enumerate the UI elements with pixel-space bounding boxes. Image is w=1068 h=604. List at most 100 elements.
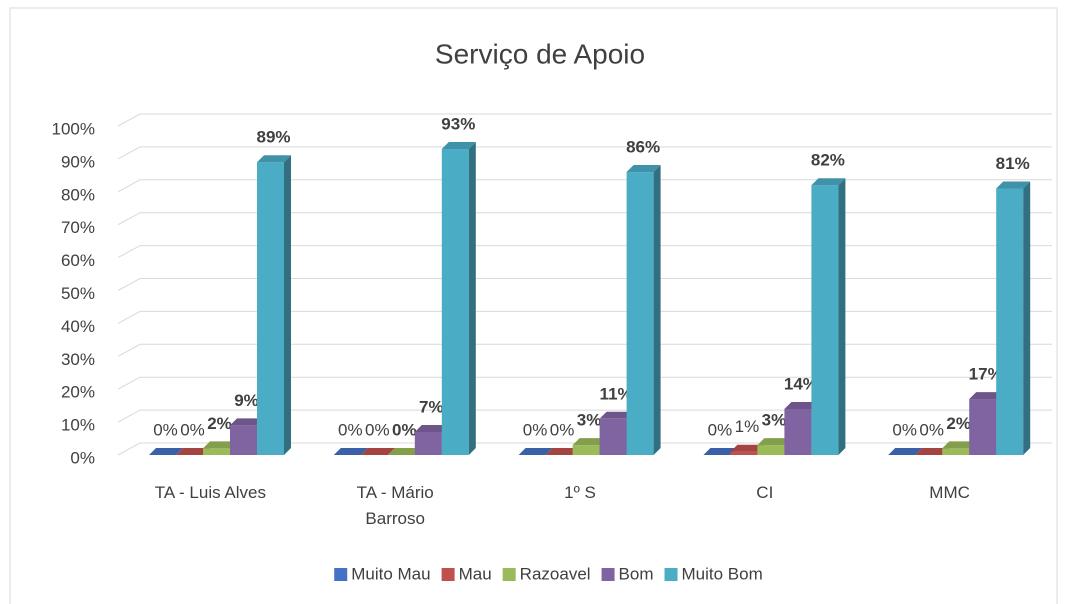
grid-line xyxy=(117,343,1052,357)
data-label: 0% xyxy=(338,420,363,439)
y-tick-label: 10% xyxy=(61,416,95,435)
bar-top xyxy=(230,418,264,426)
y-tick-label: 20% xyxy=(61,383,95,402)
bar xyxy=(257,155,291,455)
data-label: 2% xyxy=(946,414,971,433)
grid-line xyxy=(117,179,1052,193)
data-label: 0% xyxy=(523,420,548,439)
legend-item: Muito Bom xyxy=(664,564,763,583)
bar-side xyxy=(1023,181,1031,455)
bar-front xyxy=(784,408,812,455)
data-label: 14% xyxy=(784,374,818,393)
bar-top xyxy=(969,392,1004,400)
x-tick-label: TA - Mário Barroso xyxy=(356,483,434,528)
legend-swatch xyxy=(334,568,348,581)
x-tick-label: MMC xyxy=(929,483,970,502)
bar-top xyxy=(387,448,422,455)
bar xyxy=(441,142,476,455)
bar-side xyxy=(838,178,846,455)
grid-line xyxy=(117,442,1052,456)
bar-top xyxy=(888,448,923,455)
bar-top xyxy=(518,448,553,455)
bar-top xyxy=(572,438,607,446)
data-label: 82% xyxy=(811,151,845,170)
bar xyxy=(888,448,923,455)
bar-front xyxy=(969,399,997,455)
x-tick-label: 1º S xyxy=(564,483,596,502)
data-label: 11% xyxy=(600,384,633,403)
legend-item: Razoavel xyxy=(502,564,591,583)
bar-front xyxy=(730,451,758,455)
bar-top xyxy=(811,178,846,186)
bar-top xyxy=(942,441,977,449)
data-label: 3% xyxy=(577,411,602,430)
grid-line xyxy=(117,113,1052,127)
bar-top xyxy=(545,448,580,455)
bar-top xyxy=(414,424,449,432)
data-label: 81% xyxy=(996,154,1030,173)
y-tick-label: 30% xyxy=(61,350,95,369)
bar-top xyxy=(730,444,765,452)
data-label: 2% xyxy=(207,414,232,433)
bar-top xyxy=(915,448,950,455)
bar-top xyxy=(333,448,368,455)
bar xyxy=(626,165,661,455)
bar-front xyxy=(811,185,839,455)
data-label: 0% xyxy=(892,420,917,439)
bar-top xyxy=(599,411,634,419)
legend-label: Mau xyxy=(459,564,492,583)
grid-line xyxy=(117,146,1052,160)
data-label: 3% xyxy=(762,411,787,430)
bar-top xyxy=(996,181,1031,189)
bar-front xyxy=(942,448,970,455)
y-tick-label: 0% xyxy=(70,448,95,467)
bar-top xyxy=(203,441,237,449)
bar-top xyxy=(257,155,291,163)
legend-item: Bom xyxy=(601,564,654,583)
y-tick-label: 90% xyxy=(61,152,95,171)
data-label: 93% xyxy=(441,115,475,134)
data-label: 9% xyxy=(234,391,259,410)
bar-front xyxy=(996,188,1024,455)
chart-title: Serviço de Apoio xyxy=(435,38,645,69)
data-label: 0% xyxy=(392,420,417,439)
bar-front xyxy=(414,431,442,455)
legend-swatch xyxy=(601,568,615,581)
legend-label: Razoavel xyxy=(520,564,591,583)
bar-top xyxy=(626,165,661,173)
x-tick-label: CI xyxy=(756,483,774,502)
data-label: 7% xyxy=(419,397,444,416)
data-label: 86% xyxy=(626,138,660,157)
y-tick-label: 100% xyxy=(52,119,95,138)
bar xyxy=(176,448,210,455)
data-label: 0% xyxy=(180,420,205,439)
chart-border xyxy=(9,7,1058,604)
legend-label: Muito Mau xyxy=(351,564,430,583)
bar-front xyxy=(599,418,627,455)
grid-line xyxy=(117,409,1052,423)
y-tick-label: 50% xyxy=(61,284,95,303)
bar-top xyxy=(784,401,819,409)
bar xyxy=(387,448,422,455)
bar-front xyxy=(230,425,257,455)
bar-front xyxy=(441,149,469,455)
bar xyxy=(996,181,1031,455)
legend-label: Bom xyxy=(619,564,654,583)
bar-side xyxy=(284,155,291,455)
bar xyxy=(518,448,553,455)
data-label: 89% xyxy=(256,128,290,147)
x-tick-label: TA - Luis Alves xyxy=(154,483,266,502)
bar-top xyxy=(703,448,738,455)
data-label: 0% xyxy=(919,420,944,439)
bar xyxy=(545,448,580,455)
y-tick-label: 80% xyxy=(61,185,95,204)
y-tick-label: 70% xyxy=(61,218,95,237)
bar-top xyxy=(360,448,395,455)
legend-label: Muito Bom xyxy=(682,564,763,583)
bar-side xyxy=(653,165,661,455)
y-tick-label: 60% xyxy=(61,251,95,270)
bar xyxy=(811,178,846,455)
bar-top xyxy=(176,448,210,455)
